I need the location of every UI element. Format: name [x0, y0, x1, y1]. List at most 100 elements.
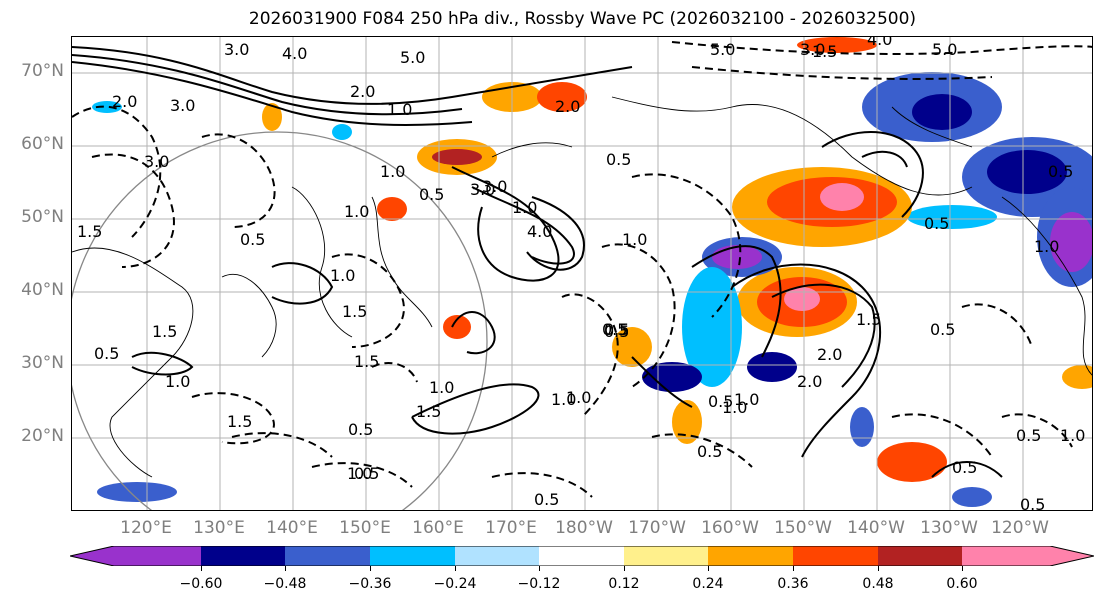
negative-contours: [72, 41, 1092, 498]
colorbar-segment: [455, 546, 539, 566]
contour-label: 1.5: [77, 222, 102, 241]
contour-label: 1.0: [512, 198, 537, 217]
reference-circle: [72, 131, 488, 510]
lat-label: 30°N: [21, 353, 64, 373]
colorbar-tick-label: 0.60: [946, 576, 978, 592]
contour-label: 0.5: [354, 464, 379, 483]
contour-label: 1.0: [734, 390, 759, 409]
contour-label: 4.0: [282, 44, 307, 63]
shade-patch: [987, 150, 1067, 194]
contour-label: 1.0: [566, 388, 591, 407]
shade-patch: [712, 245, 762, 269]
lon-label: 140°W: [847, 518, 905, 538]
contour-label: 0.5: [1048, 162, 1073, 181]
contour-label: 3.0: [482, 177, 507, 196]
contour-label: 5.0: [932, 40, 957, 59]
colorbar-tick-label: −0.60: [179, 576, 223, 592]
lon-label: 180°W: [555, 518, 613, 538]
contour-label: 3.0: [170, 96, 195, 115]
contour-label: 0.5: [348, 420, 373, 439]
colorbar-tick: [962, 566, 963, 571]
colorbar-segment: [539, 546, 624, 566]
contour-label: 0.5: [708, 392, 733, 411]
contour-label: 1.5: [856, 310, 881, 329]
colorbar-segment: [793, 546, 878, 566]
contour-label: 3.0: [800, 40, 825, 59]
lon-label: 150°E: [339, 518, 391, 538]
contour-label: 0.5: [604, 320, 629, 339]
contour-label: 0.5: [419, 185, 444, 204]
contour-label: 4.0: [867, 37, 892, 49]
coastlines: [72, 96, 1092, 478]
colorbar-segment: [878, 546, 962, 566]
graticule: [72, 37, 1092, 510]
shade-patch: [784, 287, 820, 311]
contour-label: 0.5: [604, 322, 629, 341]
lon-label: 120°W: [991, 518, 1049, 538]
lon-label: 140°E: [266, 518, 318, 538]
shade-patch: [97, 482, 177, 502]
contour-label-group: 3.0 4.0 5.0 2.0 1.0 5.0 5.0 3.0 4.0 3.0 …: [77, 37, 1085, 510]
contour-label: 1.0: [1060, 426, 1085, 445]
contour-label: 0.5: [697, 442, 722, 461]
contour-label: 1.0: [387, 100, 412, 119]
lat-label: 20°N: [21, 426, 64, 446]
contour-label: 2.0: [555, 97, 580, 116]
contour-label: 0.5: [1016, 426, 1041, 445]
contour-label: 1.0: [429, 378, 454, 397]
colorbar-segment: [370, 546, 455, 566]
colorbar: [70, 546, 1094, 566]
contour-label: 0.5: [240, 230, 265, 249]
contour-label: 4.0: [527, 222, 552, 241]
colorbar-segment: [70, 546, 201, 566]
shade-patch: [612, 327, 652, 367]
colorbar-tick: [878, 566, 879, 571]
positive-contours: [72, 46, 1003, 478]
shade-patch: [377, 197, 407, 221]
contour-label: 1.5: [342, 302, 367, 321]
shade-patch: [747, 352, 797, 382]
contour-label: 0.5: [602, 320, 627, 339]
contour-label: 1.5: [416, 402, 441, 421]
contour-label: 1.0: [347, 464, 372, 483]
contour-label: 3.0: [224, 40, 249, 59]
colorbar-tick: [624, 566, 625, 571]
shade-patch: [1062, 365, 1092, 389]
colorbar-segment: [962, 546, 1094, 566]
shade-patch: [1050, 212, 1092, 272]
contour-label: 5.0: [710, 40, 735, 59]
contour-label: 0.5: [924, 214, 949, 233]
contour-label: 1.0: [1034, 237, 1059, 256]
colorbar-tick: [370, 566, 371, 571]
map-canvas: 3.0 4.0 5.0 2.0 1.0 5.0 5.0 3.0 4.0 3.0 …: [72, 37, 1092, 510]
contour-label: 1.0: [330, 266, 355, 285]
contour-label: 1.5: [227, 412, 252, 431]
colorbar-tick: [201, 566, 202, 571]
contour-label: 0.5: [606, 150, 631, 169]
lat-label: 70°N: [21, 61, 64, 81]
colorbar-tick-label: −0.24: [433, 576, 477, 592]
lon-label: 120°E: [120, 518, 172, 538]
colorbar-tick-label: 0.36: [777, 576, 809, 592]
colorbar-segment: [201, 546, 285, 566]
colorbar-tick-label: 0.12: [608, 576, 640, 592]
shade-patch: [537, 82, 587, 112]
contour-label: 2.0: [817, 345, 842, 364]
contour-label: 1.0: [722, 398, 747, 417]
colorbar-tick-label: −0.36: [348, 576, 392, 592]
colorbar-segment: [285, 546, 370, 566]
lon-label: 170°W: [628, 518, 686, 538]
shade-patch: [820, 183, 864, 211]
shade-patch: [642, 362, 702, 392]
shade-patch: [797, 37, 877, 53]
contour-label: 5.0: [400, 48, 425, 67]
contour-label: 0.5: [94, 344, 119, 363]
lon-label: 150°W: [774, 518, 832, 538]
colorbar-segment: [624, 546, 708, 566]
shade-patch: [443, 315, 471, 339]
contour-label: 0.5: [534, 490, 559, 509]
shade-patch: [907, 205, 997, 229]
colorbar-tick: [708, 566, 709, 571]
shade-patch: [912, 94, 972, 130]
colorbar-tick-label: 0.48: [862, 576, 894, 592]
